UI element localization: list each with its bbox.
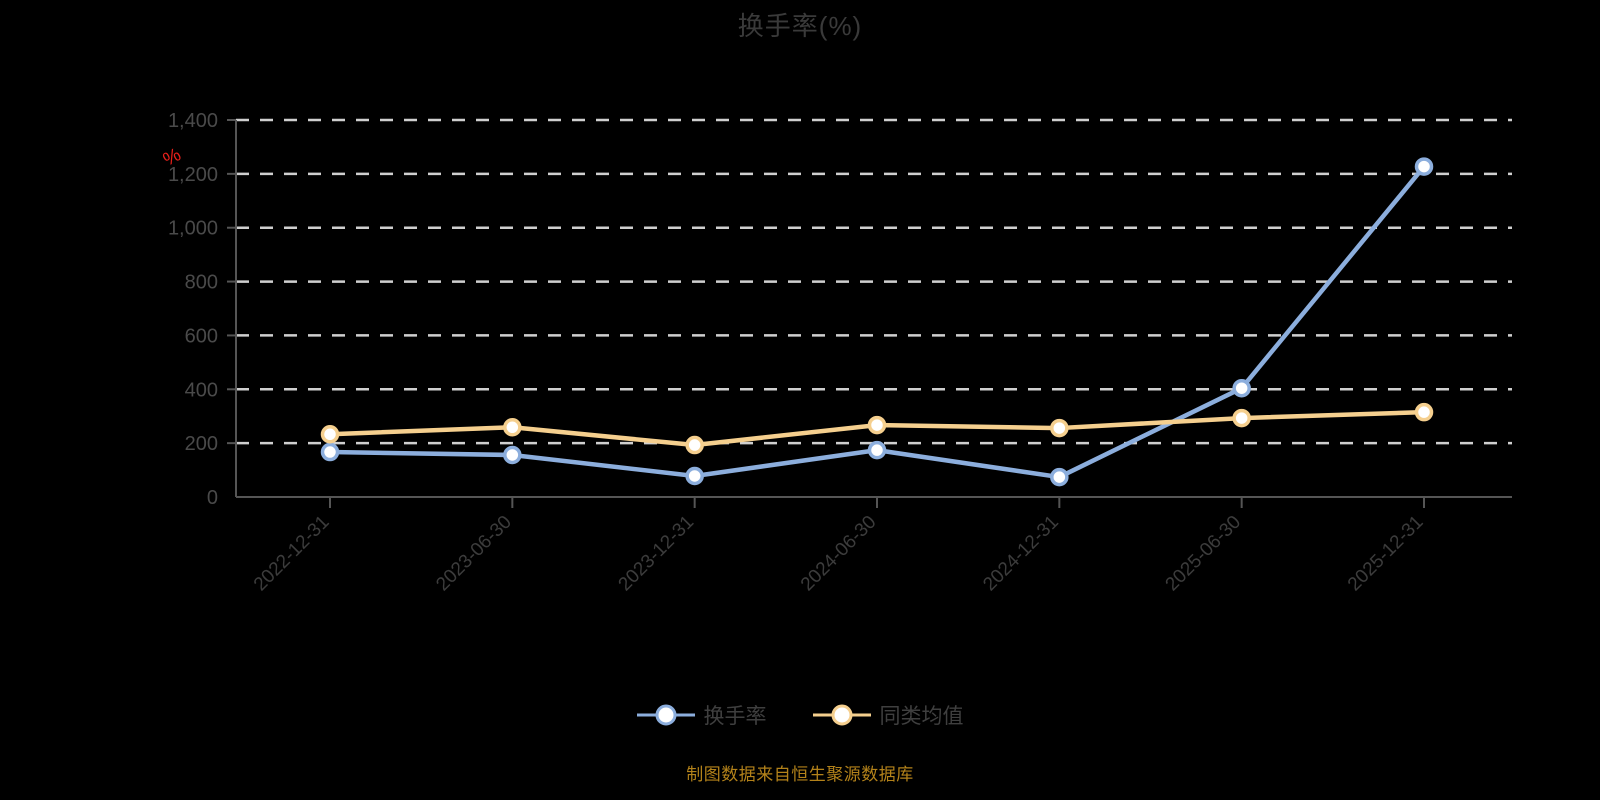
x-tick-label: 2024-06-30 bbox=[797, 512, 881, 596]
legend-marker-icon bbox=[636, 704, 695, 726]
data-point-marker[interactable] bbox=[867, 415, 887, 435]
gridlines bbox=[236, 118, 1512, 445]
x-tick-label: 2023-12-31 bbox=[615, 512, 699, 596]
data-point-marker[interactable] bbox=[320, 442, 340, 462]
legend-item-peer-average[interactable]: 同类均值 bbox=[812, 700, 964, 730]
y-tick-label: 400 bbox=[185, 379, 218, 401]
y-tick-label: 1,400 bbox=[168, 110, 218, 132]
data-point-marker[interactable] bbox=[1050, 418, 1069, 438]
y-tick-label: 1,000 bbox=[168, 218, 218, 240]
data-point-marker[interactable] bbox=[1414, 402, 1434, 422]
y-tick-label: 0 bbox=[207, 487, 218, 509]
x-tick-label: 2025-12-31 bbox=[1344, 512, 1428, 596]
x-axis-ticks: 2022-12-31 2023-06-30 2023-12-31 2024-06-30… bbox=[250, 497, 1428, 595]
y-axis-ticks: 0 200 400 600 800 1,000 1,200 1,400 bbox=[168, 110, 236, 509]
y-tick-label: 600 bbox=[185, 325, 218, 347]
legend-label-peer-average: 同类均值 bbox=[879, 705, 964, 728]
legend-marker-icon bbox=[812, 704, 871, 726]
y-tick-label: 200 bbox=[185, 433, 218, 455]
data-point-marker[interactable] bbox=[1414, 157, 1434, 176]
x-tick-label: 2025-06-30 bbox=[1162, 512, 1246, 596]
data-point-marker[interactable] bbox=[503, 445, 522, 465]
series-markers bbox=[320, 157, 1434, 487]
data-source-note: 制图数据来自恒生聚源数据库 bbox=[686, 765, 914, 784]
legend-item-turnover[interactable]: 换手率 bbox=[636, 700, 767, 730]
data-point-marker[interactable] bbox=[685, 435, 704, 455]
data-point-marker[interactable] bbox=[320, 425, 340, 444]
legend-label-turnover: 换手率 bbox=[703, 705, 767, 728]
x-tick-label: 2023-06-30 bbox=[432, 512, 516, 596]
data-point-marker[interactable] bbox=[1050, 467, 1069, 487]
data-point-marker[interactable] bbox=[685, 466, 704, 486]
chart-legend: 换手率 同类均值 bbox=[0, 700, 1600, 730]
data-point-marker[interactable] bbox=[867, 440, 887, 460]
chart-title: 换手率(%) bbox=[737, 11, 863, 41]
x-tick-label: 2024-12-31 bbox=[979, 512, 1063, 596]
y-tick-label: 1,200 bbox=[168, 164, 218, 186]
data-point-marker[interactable] bbox=[1232, 378, 1251, 398]
x-tick-label: 2022-12-31 bbox=[250, 512, 334, 596]
y-tick-label: 800 bbox=[185, 272, 218, 294]
data-point-marker[interactable] bbox=[503, 418, 522, 437]
data-point-marker[interactable] bbox=[1232, 408, 1251, 428]
